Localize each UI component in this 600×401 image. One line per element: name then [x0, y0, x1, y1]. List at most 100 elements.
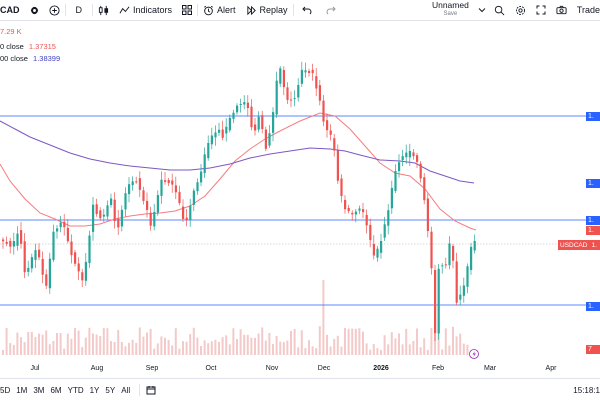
chart-pane[interactable]: Jul Aug Sep Oct Nov Dec 2026 Feb Mar Apr 7.29 K 0…: [0, 21, 600, 377]
candle-body: [300, 69, 303, 84]
volume-bar: [423, 338, 426, 355]
layout-button[interactable]: Unnamed Save: [426, 0, 475, 20]
toolbar-divider: [292, 4, 294, 16]
alert-button[interactable]: Alert: [198, 0, 241, 20]
range-1m[interactable]: 1M: [16, 385, 28, 395]
layout-menu-button[interactable]: [475, 0, 489, 20]
volume-bar: [405, 328, 408, 355]
volume-bar: [232, 328, 235, 355]
candle-body: [358, 208, 361, 211]
interval-label: D: [75, 5, 83, 15]
range-6m[interactable]: 6M: [50, 385, 62, 395]
time-axis-label: 2026: [373, 365, 389, 372]
settings-button[interactable]: [510, 0, 531, 20]
quick-search-button[interactable]: [489, 0, 510, 20]
candle-body: [326, 120, 329, 131]
volume-bar: [311, 346, 314, 355]
volume-bar: [336, 335, 339, 355]
range-ytd[interactable]: YTD: [67, 385, 84, 395]
volume-value: 7.29 K: [0, 27, 22, 36]
candle-body: [52, 231, 55, 260]
candle-body: [279, 68, 282, 84]
calendar-range-icon: [146, 385, 156, 395]
candle-body: [362, 209, 365, 213]
volume-bar: [452, 326, 454, 355]
indicators-button[interactable]: Indicators: [114, 0, 177, 20]
candle-body: [473, 240, 476, 251]
range-5d[interactable]: 5D: [0, 385, 11, 395]
interval-button[interactable]: D: [66, 0, 93, 20]
candle-body: [117, 218, 120, 228]
fullscreen-button[interactable]: [531, 0, 551, 20]
range-5y[interactable]: 5Y: [105, 385, 116, 395]
ma1-legend[interactable]: 0 close 1.37315: [0, 42, 56, 51]
volume-bar: [30, 331, 33, 355]
replay-button[interactable]: Replay: [241, 0, 293, 20]
candle-body: [12, 241, 15, 247]
candle-body: [207, 143, 210, 159]
volume-bar: [315, 348, 318, 355]
symbol-search[interactable]: CAD: [0, 0, 25, 20]
volume-bar: [23, 342, 26, 355]
symbol-label: CAD: [0, 5, 20, 15]
time-axis-label: Apr: [546, 365, 558, 372]
undo-button[interactable]: [294, 0, 320, 20]
volume-bar: [390, 332, 393, 355]
volume-bar: [228, 344, 231, 355]
volume-bar: [344, 327, 346, 355]
gear-icon: [515, 5, 526, 16]
chart-type-button[interactable]: [93, 0, 114, 20]
candle-body: [308, 71, 311, 73]
layout-status: Save: [443, 11, 458, 17]
candle-body: [336, 150, 339, 181]
volume-bar: [182, 341, 184, 355]
candle-body: [462, 285, 465, 296]
candle-body: [254, 124, 257, 131]
volume-bar: [293, 328, 296, 355]
clock-time[interactable]: 15:18:1: [573, 385, 600, 395]
hline-price-tag: 1.: [586, 112, 600, 121]
candle-body: [232, 112, 235, 119]
candle-body: [160, 179, 163, 196]
volume-bar: [250, 337, 253, 355]
candle-body: [5, 242, 8, 244]
candle-body: [315, 76, 318, 89]
volume-bar: [160, 336, 163, 355]
time-axis: Jul Aug Sep Oct Nov Dec 2026 Feb Mar Apr: [31, 365, 558, 372]
volume-bar: [77, 330, 80, 355]
templates-button[interactable]: [177, 0, 197, 20]
volume-bar: [225, 335, 228, 355]
redo-button[interactable]: [320, 0, 342, 20]
date-range-selector: 5D 1M 3M 6M YTD 1Y 5Y All: [0, 386, 133, 395]
volume-bar: [412, 341, 415, 355]
candle-body: [455, 261, 458, 303]
volume-bar: [92, 333, 94, 355]
candle-body: [228, 117, 231, 131]
goto-date-button[interactable]: [146, 385, 156, 395]
symbol-settings-button[interactable]: [25, 0, 44, 20]
price-chart[interactable]: Jul Aug Sep Oct Nov Dec 2026 Feb Mar Apr: [0, 21, 600, 377]
trade-button[interactable]: Trade: [572, 0, 600, 20]
time-axis-label: Oct: [206, 365, 217, 372]
ma2-legend[interactable]: 00 close 1.38399: [0, 54, 60, 63]
candle-body: [297, 85, 300, 98]
volume-bar: [142, 336, 145, 355]
volume-bar: [362, 331, 364, 355]
range-all[interactable]: All: [121, 385, 131, 395]
candle-body: [203, 154, 206, 174]
candle-body: [372, 244, 375, 256]
candle-body: [239, 104, 242, 105]
range-3m[interactable]: 3M: [33, 385, 45, 395]
range-1y[interactable]: 1Y: [89, 385, 100, 395]
compare-symbol-button[interactable]: [44, 0, 65, 20]
volume-bar: [347, 328, 350, 355]
candle-body: [290, 99, 293, 101]
hline-price-text: 1.: [588, 303, 594, 310]
snapshot-button[interactable]: [551, 0, 572, 20]
candle-body: [405, 152, 408, 158]
candle-body: [246, 102, 249, 108]
candle-body: [20, 230, 23, 244]
volume-bar: [351, 328, 354, 355]
volume-bar: [20, 337, 22, 355]
volume-bar: [466, 344, 469, 355]
